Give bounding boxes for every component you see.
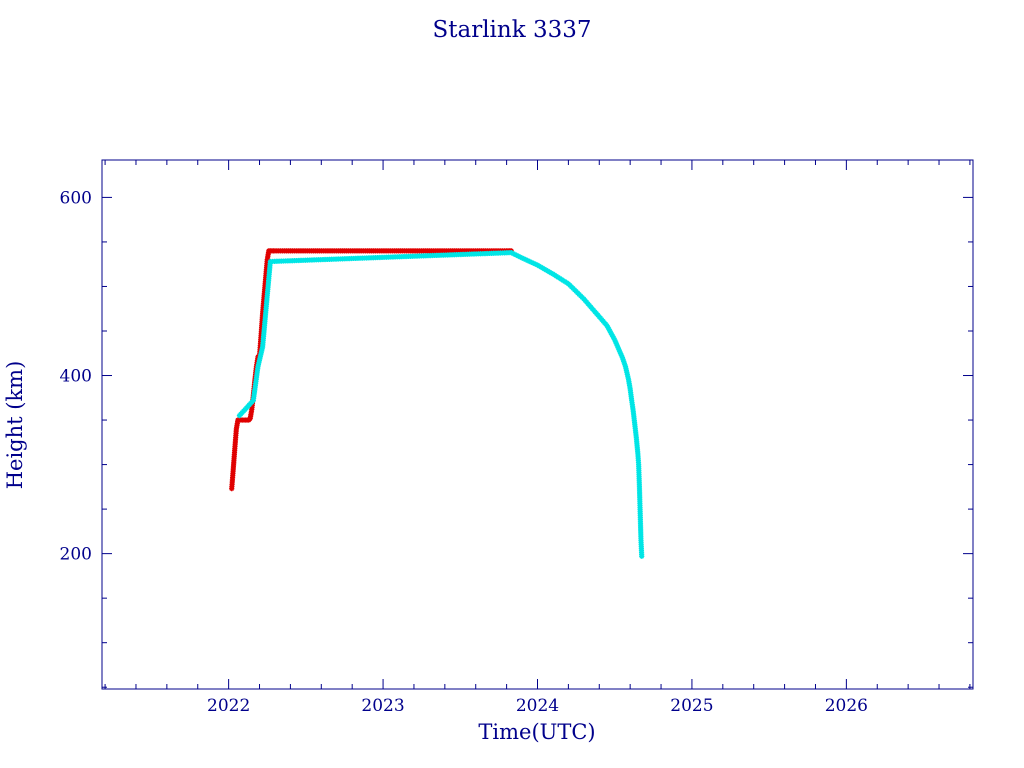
data-point (618, 353, 625, 359)
data-point (612, 339, 619, 345)
y-tick-label: 600 (60, 188, 92, 208)
data-point (617, 349, 623, 355)
data-point (612, 337, 618, 343)
y-tick-label: 200 (60, 545, 92, 565)
chart-title: Starlink 3337 (432, 17, 591, 43)
x-tick-label: 2024 (516, 696, 559, 716)
data-point (615, 345, 621, 351)
y-axis-title: Height (km) (3, 361, 27, 490)
data-point (525, 258, 531, 264)
tick-labels-layer: 2022 2023 2024 2025 2026 200 400 600 (60, 188, 868, 716)
data-point (532, 261, 539, 267)
plot-frame (101, 159, 974, 690)
x-tick-label: 2023 (361, 696, 404, 716)
data-point (531, 260, 537, 266)
data-point (618, 351, 624, 357)
y-tick-label: 400 (60, 367, 92, 387)
data-point (529, 259, 535, 266)
x-axis-title: Time(UTC) (478, 720, 595, 744)
series-1 (229, 248, 514, 492)
data-point (639, 553, 645, 559)
data-point (523, 257, 529, 263)
x-tick-label: 2022 (207, 696, 250, 716)
x-tick-label: 2025 (670, 696, 713, 716)
ticks-layer (102, 160, 973, 689)
series-layer (229, 248, 645, 559)
x-tick-label: 2026 (825, 696, 868, 716)
data-point (613, 341, 620, 347)
data-point (614, 343, 620, 349)
data-point (521, 256, 527, 262)
series-2 (236, 250, 645, 559)
data-point (616, 347, 622, 353)
data-point (519, 255, 525, 261)
data-point (527, 258, 533, 265)
